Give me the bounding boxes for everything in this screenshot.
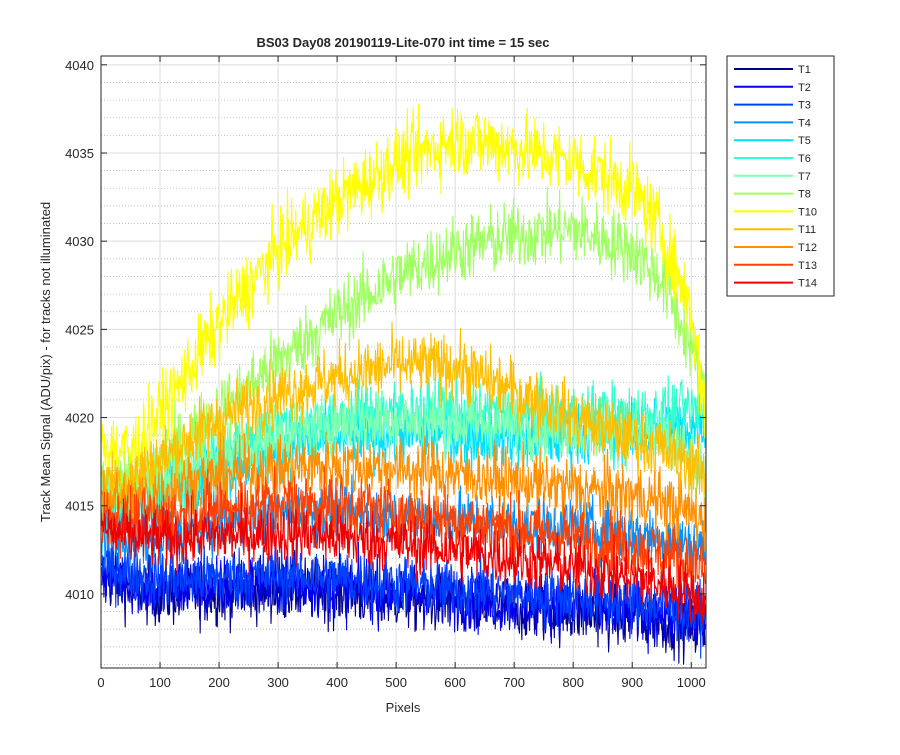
y-tick-label: 4015 — [65, 499, 94, 514]
plot-frame — [100, 55, 707, 669]
legend: T1 T2 T3 T4 T5 T6 T7 T8 T10 T11 T12 T13 T14 — [726, 55, 835, 297]
series-line-t5 — [101, 392, 706, 552]
x-tick-label: 100 — [149, 675, 171, 690]
x-tick-label: 500 — [385, 675, 407, 690]
legend-label-t2: T2 — [798, 82, 811, 94]
x-tick-label: 900 — [621, 675, 643, 690]
legend-label-t6: T6 — [798, 153, 811, 165]
x-tick-label: 700 — [503, 675, 525, 690]
legend-label-t7: T7 — [798, 171, 811, 183]
chart-title: BS03 Day08 20190119-Lite-070 int time = … — [256, 35, 549, 50]
legend-label-t12: T12 — [798, 242, 817, 254]
series-line-t11 — [101, 321, 706, 509]
legend-label-t11: T11 — [798, 224, 816, 236]
y-axis: 4010 4015 4020 4025 4030 4035 4040 — [65, 58, 706, 602]
y-tick-label: 4020 — [65, 411, 94, 426]
x-tick-label: 800 — [562, 675, 584, 690]
series-layer — [101, 103, 706, 665]
series-line-t10 — [101, 103, 706, 479]
y-tick-label: 4030 — [65, 234, 94, 249]
x-tick-label: 0 — [97, 675, 104, 690]
legend-label-t4: T4 — [798, 117, 811, 129]
y-tick-label: 4025 — [65, 322, 94, 337]
y-tick-label: 4040 — [65, 58, 94, 73]
series-line-t3 — [101, 522, 706, 659]
y-tick-label: 4010 — [65, 587, 94, 602]
series-line-t14 — [101, 492, 706, 626]
legend-label-t1: T1 — [798, 64, 811, 76]
y-axis-label: Track Mean Signal (ADU/pix) - for tracks… — [38, 202, 53, 522]
x-axis-label: Pixels — [386, 700, 421, 715]
x-axis: 0 100 200 300 400 500 600 700 800 900 1000 — [97, 56, 706, 690]
legend-label-t8: T8 — [798, 189, 811, 201]
legend-label-t5: T5 — [798, 135, 811, 147]
series-line-t8 — [101, 186, 706, 524]
x-tick-label: 600 — [444, 675, 466, 690]
x-tick-label: 300 — [267, 675, 289, 690]
x-tick-label: 200 — [208, 675, 230, 690]
y-tick-label: 4035 — [65, 146, 94, 161]
legend-label-t13: T13 — [798, 260, 817, 272]
legend-label-t14: T14 — [798, 278, 817, 290]
legend-label-t3: T3 — [798, 100, 811, 112]
series-line-t12 — [101, 431, 706, 553]
x-tick-label: 400 — [326, 675, 348, 690]
legend-label-t10: T10 — [798, 206, 817, 218]
series-line-t13 — [101, 465, 706, 604]
x-tick-label: 1000 — [677, 675, 706, 690]
